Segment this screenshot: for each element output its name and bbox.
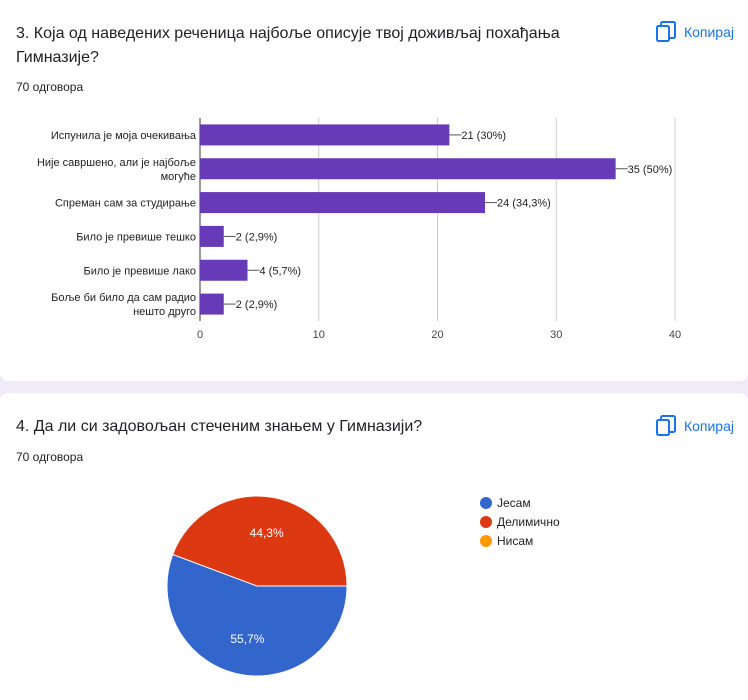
legend-marker xyxy=(480,535,492,547)
data-label: 2 (2,9%) xyxy=(236,299,278,311)
pie-slice[interactable] xyxy=(166,553,348,677)
copy-button[interactable]: Копирај xyxy=(655,415,734,437)
category-label: Боље би било да сам радио xyxy=(51,292,196,304)
question-title: 3. Која од наведених реченица најбоље оп… xyxy=(16,25,560,66)
data-label: 2 (2,9%) xyxy=(236,231,278,243)
legend-marker xyxy=(480,497,492,509)
category-label: Било је превише тешко xyxy=(76,231,196,243)
data-label: 21 (30%) xyxy=(461,130,506,142)
x-tick-label: 30 xyxy=(550,329,562,341)
x-tick-label: 10 xyxy=(313,329,325,341)
x-tick-label: 40 xyxy=(669,329,681,341)
copy-icon xyxy=(655,415,676,436)
pie-slice[interactable] xyxy=(172,495,348,587)
legend-label: Нисам xyxy=(497,534,533,548)
bar[interactable] xyxy=(200,192,485,214)
bar[interactable] xyxy=(200,124,450,146)
category-label: могуће xyxy=(161,171,196,183)
bar[interactable] xyxy=(200,293,224,315)
legend-label: Делимично xyxy=(497,515,560,529)
bar[interactable] xyxy=(200,158,616,180)
bar-chart: 0 10 20 30 40 Испунила је моја очекивања 21 (3… xyxy=(37,118,681,341)
copy-button[interactable]: Копирај xyxy=(655,21,734,43)
category-label: Испунила је моја очекивања xyxy=(51,130,197,142)
category-label: нешто друго xyxy=(133,306,196,318)
x-tick-label: 20 xyxy=(431,329,443,341)
category-label: Било је превише лако xyxy=(84,265,196,277)
slice-label: 44,3% xyxy=(250,526,284,540)
legend-marker xyxy=(480,516,492,528)
data-label: 24 (34,3%) xyxy=(497,198,551,210)
legend-label: Јесам xyxy=(497,496,531,510)
response-count: 70 одговора xyxy=(16,450,84,464)
category-label: Није савршено, али је најбоље xyxy=(37,157,196,169)
question-card-3: 3. Која од наведених реченица најбоље оп… xyxy=(0,0,748,381)
copy-button-label: Копирај xyxy=(683,24,734,40)
category-label: Спреман сам за студирање xyxy=(55,198,196,210)
data-label: 35 (50%) xyxy=(628,164,673,176)
data-label: 4 (5,7%) xyxy=(260,265,302,277)
pie-chart: 55,7% 44,3% Јесам Делимично Нисам xyxy=(166,495,560,677)
x-tick-label: 0 xyxy=(197,329,203,341)
bar[interactable] xyxy=(200,225,224,247)
question-title: 4. Да ли си задовољан стеченим знањем у … xyxy=(16,418,423,435)
response-count: 70 одговора xyxy=(16,80,84,94)
copy-icon xyxy=(655,21,676,42)
copy-button-label: Копирај xyxy=(683,418,734,434)
question-card-4: 4. Да ли си задовољан стеченим знањем у … xyxy=(0,393,748,700)
bar[interactable] xyxy=(200,259,248,281)
slice-label: 55,7% xyxy=(230,632,264,646)
